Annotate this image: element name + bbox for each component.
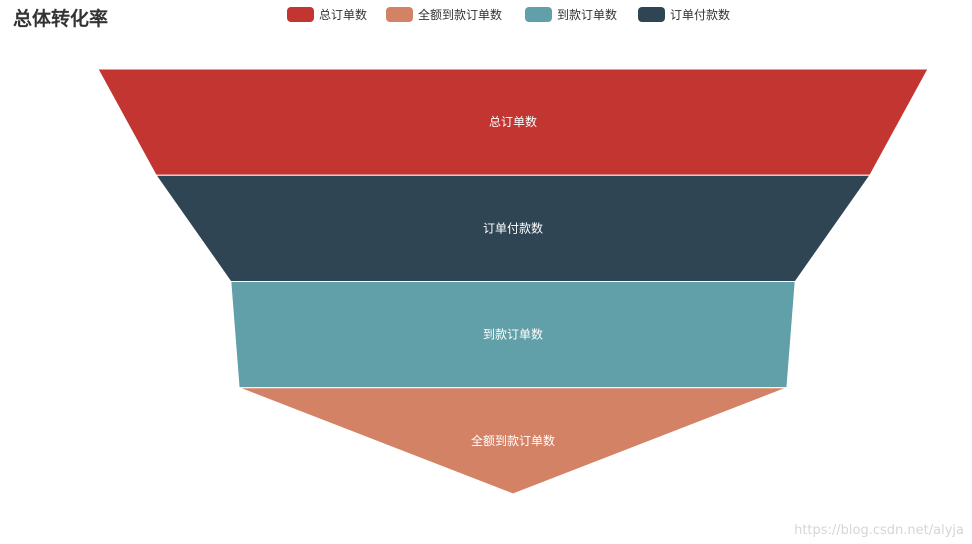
funnel-segment[interactable] (238, 387, 788, 495)
legend-label: 总订单数 (319, 7, 368, 22)
legend-label: 到款订单数 (557, 7, 618, 22)
legend-label: 订单付款数 (670, 7, 731, 22)
funnel-label: 到款订单数 (483, 327, 543, 342)
funnel-label: 订单付款数 (483, 220, 543, 235)
legend: 总订单数 全额到款订单数 到款订单数 订单付款数 (0, 0, 972, 30)
legend-item[interactable]: 订单付款数 (638, 5, 730, 23)
watermark: https://blog.csdn.net/alyja (794, 523, 964, 538)
chart-title: 总体转化率 (13, 8, 109, 30)
legend-item[interactable]: 到款订单数 (525, 5, 617, 23)
legend-swatch (287, 6, 314, 22)
funnel-label: 总订单数 (489, 114, 537, 129)
legend-item[interactable]: 总订单数 (287, 5, 367, 23)
legend-swatch (386, 6, 413, 22)
legend-swatch (638, 6, 665, 22)
legend-item[interactable]: 全额到款订单数 (386, 5, 502, 23)
legend-swatch (525, 6, 552, 22)
funnel-label: 全额到款订单数 (471, 433, 555, 448)
legend-label: 全额到款订单数 (418, 7, 503, 22)
